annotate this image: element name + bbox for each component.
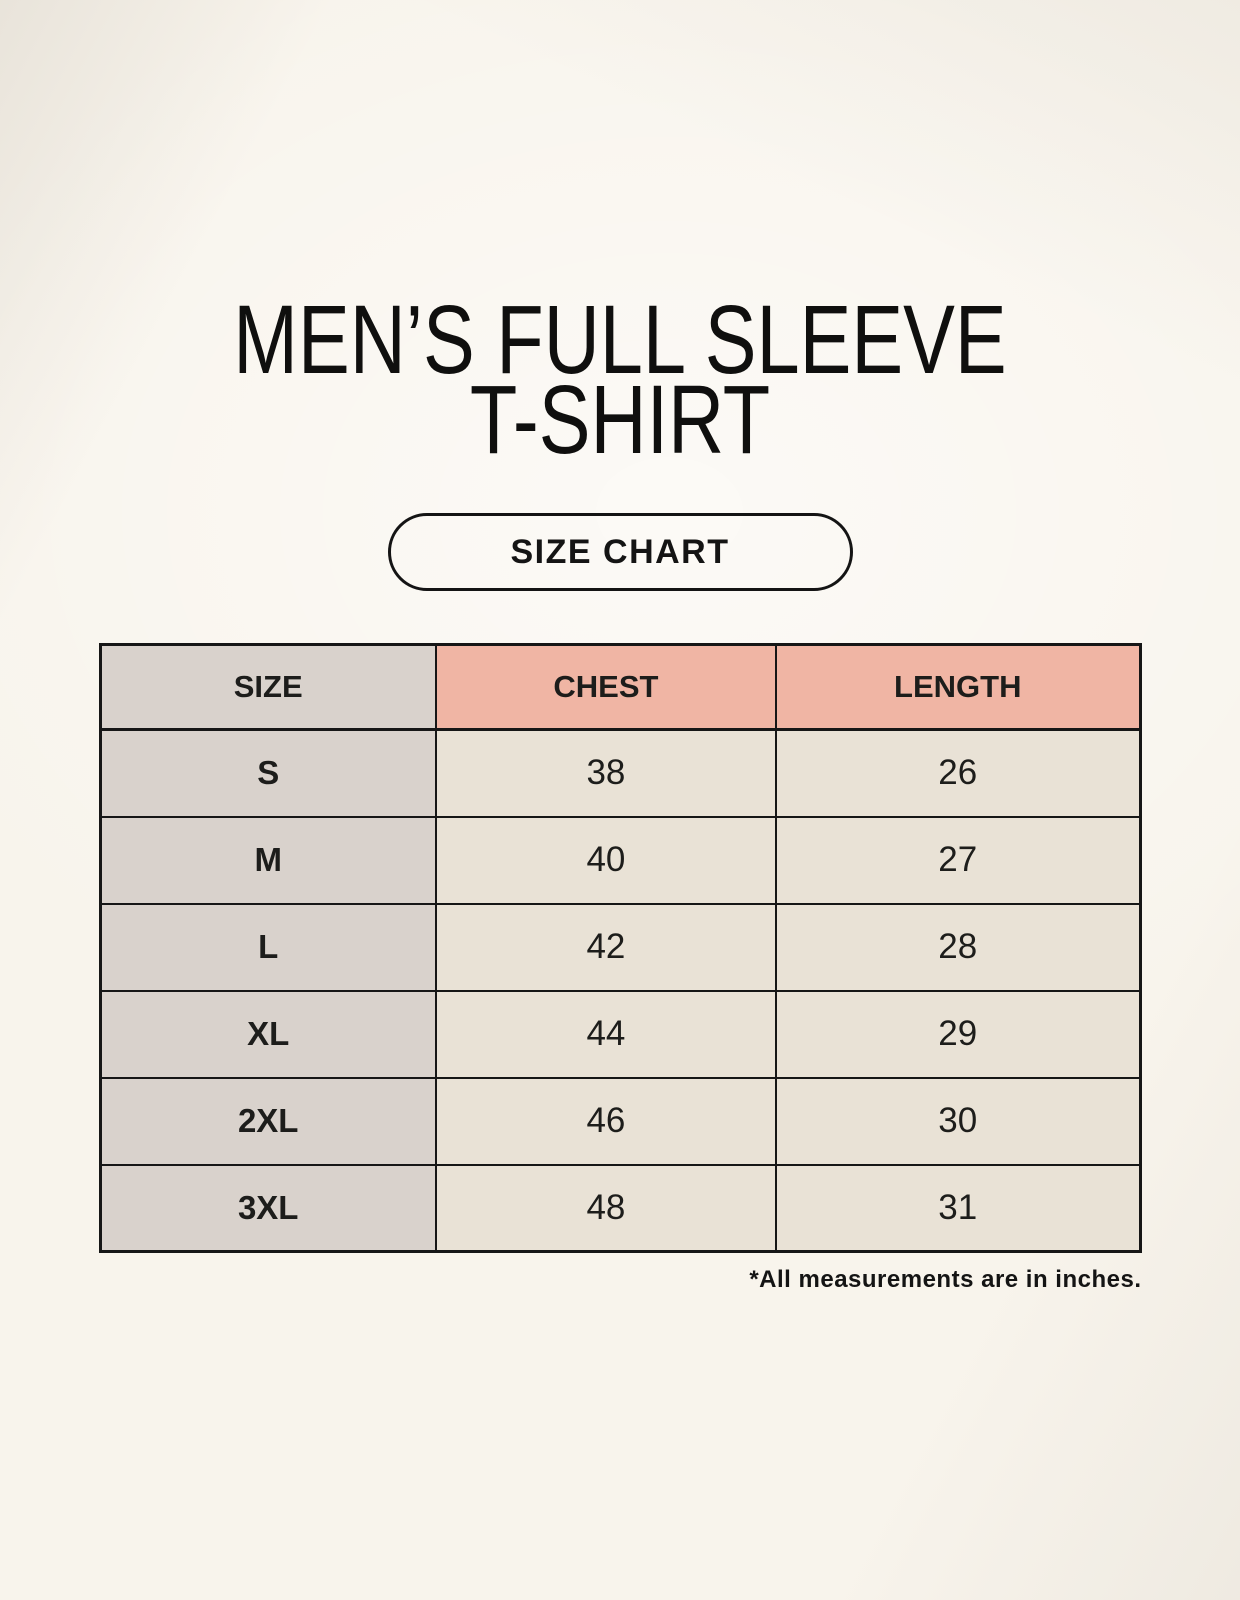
page-title: MEN’S FULL SLEEVE T-SHIRT (124, 285, 1116, 474)
size-cell: 3XL (99, 1163, 437, 1253)
length-cell: 28 (774, 902, 1142, 992)
size-table: SIZE CHEST LENGTH S 38 26 M 40 27 L 42 28 XL 44 29 2… (98, 643, 1142, 1254)
length-cell: 27 (774, 815, 1142, 905)
size-chart-button-label: SIZE CHART (510, 532, 730, 571)
chest-cell: 46 (434, 1076, 777, 1166)
page-title-line2: T-SHIRT (469, 364, 771, 474)
table-row: XL 44 29 (99, 989, 1142, 1079)
table-row: S 38 26 (99, 728, 1142, 818)
header-row: SIZE CHEST LENGTH (99, 643, 1142, 732)
length-cell: 31 (774, 1163, 1142, 1253)
size-cell: L (99, 902, 437, 992)
column-header-length: LENGTH (774, 643, 1142, 732)
length-cell: 26 (774, 728, 1142, 818)
length-cell: 30 (774, 1076, 1142, 1166)
size-chart-page: MEN’S FULL SLEEVE T-SHIRT SIZE CHART SIZ… (98, 285, 1142, 1294)
column-header-size: SIZE (99, 643, 437, 732)
chest-cell: 40 (434, 815, 777, 905)
size-cell: 2XL (99, 1076, 437, 1166)
table-row: L 42 28 (99, 902, 1142, 992)
table-row: 2XL 46 30 (99, 1076, 1142, 1166)
chest-cell: 44 (434, 989, 777, 1079)
size-cell: S (99, 728, 437, 818)
measurements-footnote: *All measurements are in inches. (749, 1266, 1142, 1294)
chest-cell: 38 (434, 728, 777, 818)
size-table-body: S 38 26 M 40 27 L 42 28 XL 44 29 2XL 46 30 3XL 48 31 (99, 728, 1142, 1253)
page-title-line1: MEN’S FULL SLEEVE (233, 285, 1007, 394)
chest-cell: 42 (434, 902, 777, 992)
table-row: 3XL 48 31 (99, 1163, 1142, 1253)
size-table-header: SIZE CHEST LENGTH (99, 643, 1142, 732)
length-cell: 29 (774, 989, 1142, 1079)
chest-cell: 48 (434, 1163, 777, 1253)
size-cell: M (99, 815, 437, 905)
size-chart-button[interactable]: SIZE CHART (387, 513, 853, 592)
table-row: M 40 27 (99, 815, 1142, 905)
size-cell: XL (99, 989, 437, 1079)
column-header-chest: CHEST (434, 643, 777, 732)
